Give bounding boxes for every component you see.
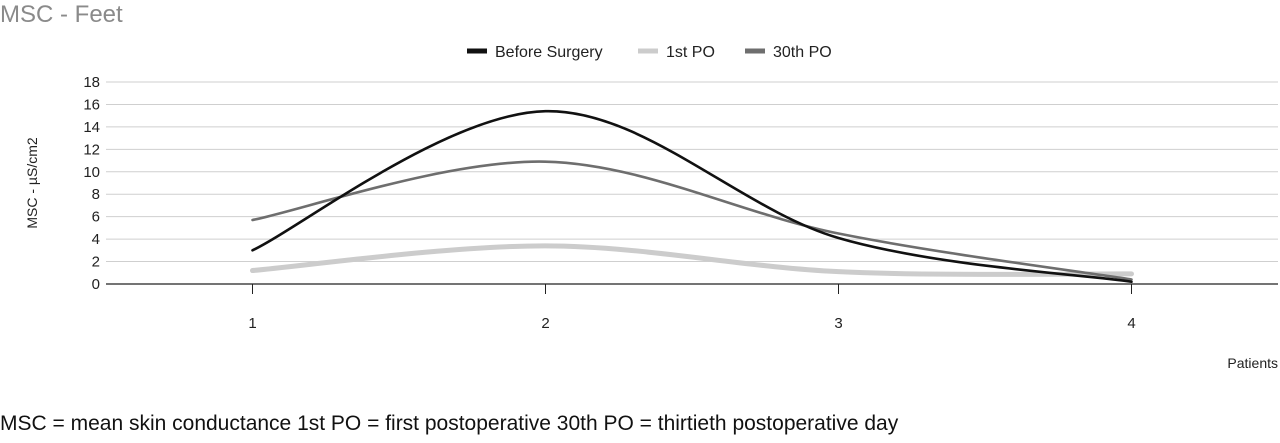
x-axis-title: Patients bbox=[1227, 355, 1278, 371]
x-tick-label: 3 bbox=[834, 315, 842, 332]
y-axis: 0 2 4 6 8 10 12 14 16 18 bbox=[83, 74, 100, 293]
series-line-before-surgery bbox=[251, 109, 1133, 284]
x-axis: 1 2 3 4 bbox=[248, 284, 1136, 332]
legend-label-30th-po: 30th PO bbox=[773, 44, 832, 61]
y-tick-label: 12 bbox=[83, 141, 100, 158]
legend-item-30th-po: 30th PO bbox=[745, 44, 832, 61]
x-tick-label: 4 bbox=[1127, 315, 1135, 332]
chart-title: MSC - Feet bbox=[0, 1, 123, 28]
y-axis-title: MSC - µS/cm2 bbox=[24, 137, 40, 229]
legend-item-1st-po: 1st PO bbox=[638, 44, 715, 61]
x-tick-label: 1 bbox=[248, 315, 256, 332]
y-tick-label: 6 bbox=[92, 209, 100, 226]
legend: Before Surgery 1st PO 30th PO bbox=[467, 44, 832, 61]
legend-label-1st-po: 1st PO bbox=[666, 44, 715, 61]
series-lines bbox=[250, 109, 1134, 284]
legend-item-before-surgery: Before Surgery bbox=[467, 44, 603, 61]
y-tick-label: 14 bbox=[83, 119, 100, 136]
y-tick-label: 2 bbox=[92, 254, 100, 271]
series-line-30th-po bbox=[251, 160, 1133, 281]
y-tick-label: 8 bbox=[92, 186, 100, 203]
series-line-1st-po bbox=[250, 243, 1134, 277]
y-tick-label: 18 bbox=[83, 74, 100, 91]
y-tick-label: 0 bbox=[92, 276, 100, 293]
y-tick-label: 10 bbox=[83, 164, 100, 181]
grid bbox=[106, 81, 1278, 285]
y-tick-label: 16 bbox=[83, 96, 100, 113]
legend-label-before-surgery: Before Surgery bbox=[495, 44, 603, 61]
y-tick-label: 4 bbox=[92, 231, 100, 248]
footnote: MSC = mean skin conductance 1st PO = fir… bbox=[0, 412, 899, 435]
x-tick-label: 2 bbox=[541, 315, 549, 332]
